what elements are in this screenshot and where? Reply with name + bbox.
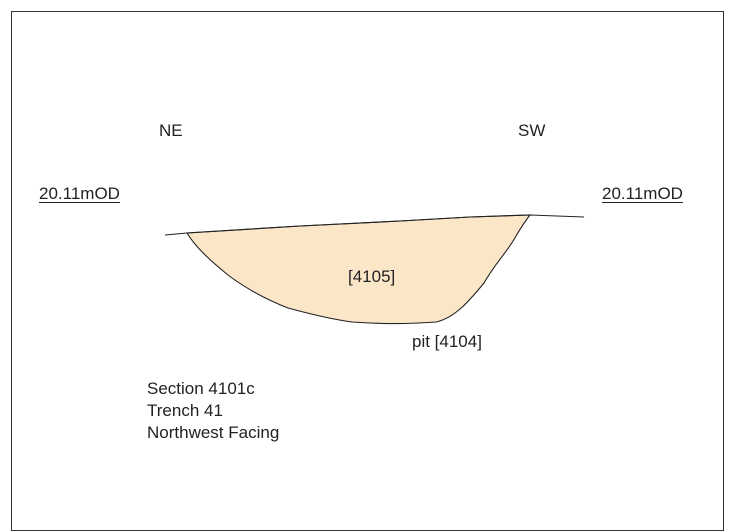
section-drawing	[164, 214, 585, 325]
ground-surface-line	[164, 214, 585, 236]
fill-context-label: [4105]	[348, 267, 396, 286]
orientation-ne-label: NE	[159, 121, 183, 140]
datum-right-label: 20.11mOD	[602, 184, 683, 203]
section-info: Section 4101c Trench 41 Northwest Facing	[147, 378, 279, 444]
datum-left-label: 20.11mOD	[39, 184, 120, 203]
cut-context-label: pit [4104]	[412, 332, 482, 351]
pit-fill-4105	[186, 214, 532, 325]
trench-number: Trench 41	[147, 401, 223, 420]
facing-direction: Northwest Facing	[147, 423, 280, 442]
orientation-sw-label: SW	[518, 121, 546, 140]
section-number: Section 4101c	[147, 379, 255, 398]
